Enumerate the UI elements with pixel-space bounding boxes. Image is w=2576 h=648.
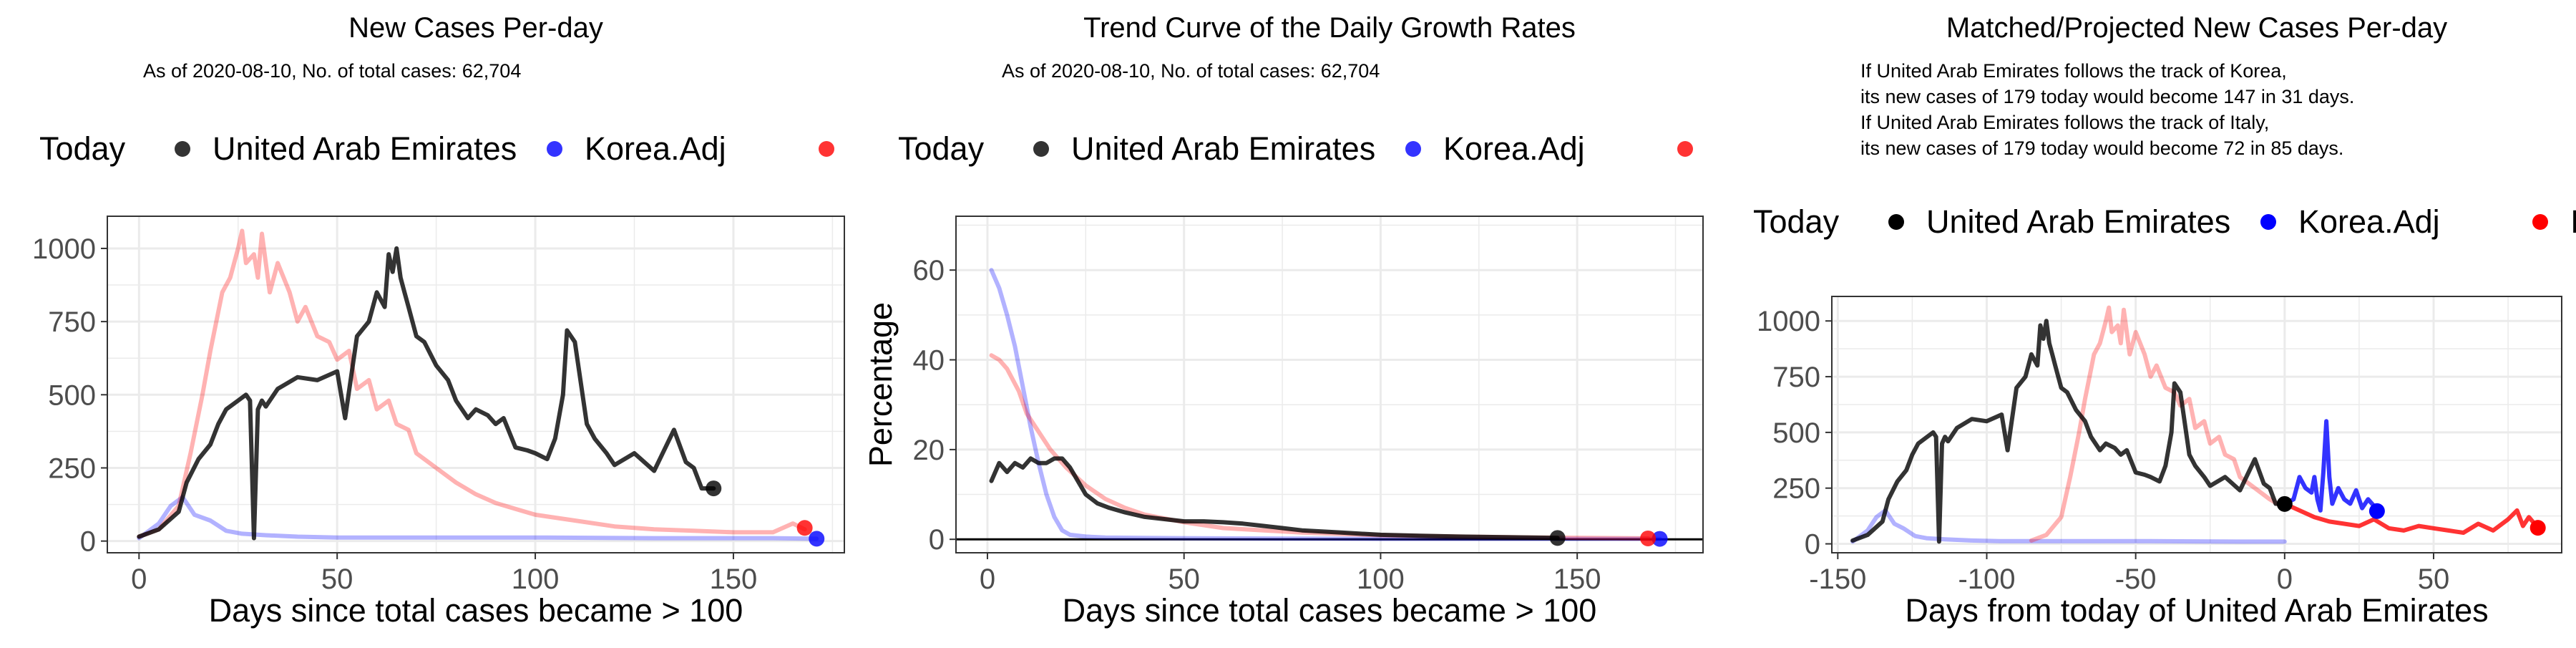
- today-point-korea-adj: [809, 531, 825, 547]
- x-tick-label: 0: [980, 564, 995, 595]
- x-tick-label: -100: [1958, 564, 2015, 595]
- plot-background: [107, 216, 844, 553]
- x-tick-label: 100: [512, 564, 560, 595]
- x-tick-label: -50: [2115, 564, 2157, 595]
- chart-legend: Today United Arab Emirates Korea.Adj Italy: [898, 130, 1717, 167]
- x-tick-label: 50: [1168, 564, 1200, 595]
- legend-title: Today: [898, 130, 985, 167]
- chart-panel-growth-rates: Trend Curve of the Daily Growth Rates As …: [859, 0, 1717, 644]
- plot-border: [107, 216, 845, 553]
- today-point-united-arab-emirates: [2276, 495, 2293, 512]
- x-axis-label: Days since total cases became > 100: [1063, 592, 1597, 629]
- y-tick-label: 40: [913, 345, 945, 377]
- y-tick-label: 500: [1772, 417, 1820, 449]
- chart-panel-projected: Matched/Projected New Cases Per-day If Un…: [1717, 0, 2576, 644]
- today-point-italy: [1640, 530, 1657, 546]
- series-line-italy-matched: [2029, 305, 2287, 543]
- x-tick-label: 0: [2277, 564, 2293, 595]
- x-tick-label: 0: [131, 564, 147, 595]
- chart-matched-projected: Matched/Projected New Cases Per-day If Un…: [1753, 12, 2576, 629]
- x-axis-label: Days from today of United Arab Emirates: [1905, 592, 2488, 629]
- plot-border: [955, 216, 1704, 553]
- y-axis-label: Percentage: [862, 302, 899, 467]
- legend-key-italy: [2532, 214, 2548, 230]
- annotation-line: its new cases of 179 today would become …: [1860, 86, 2354, 107]
- today-point-korea-adj: [2368, 503, 2385, 519]
- annotation-line: its new cases of 179 today would become …: [1860, 137, 2343, 159]
- annotation-line: If United Arab Emirates follows the trac…: [1860, 112, 2269, 133]
- legend-title: Today: [1753, 203, 1840, 240]
- plot-background: [1832, 296, 2562, 553]
- y-tick-label: 0: [1805, 529, 1820, 561]
- today-point-italy: [2529, 520, 2546, 536]
- chart-subtitle: As of 2020-08-10, No. of total cases: 62…: [143, 60, 521, 82]
- today-point-italy: [796, 520, 813, 536]
- legend-label-united-arab-emirates: United Arab Emirates: [1071, 130, 1375, 167]
- chart-legend: Today United Arab Emirates Korea.Adj Italy: [1753, 203, 2576, 240]
- chart-title: Matched/Projected New Cases Per-day: [1946, 12, 2447, 44]
- today-point-united-arab-emirates: [706, 480, 722, 497]
- grid-lines: [107, 216, 844, 553]
- y-tick-label: 250: [48, 453, 96, 484]
- chart-new-cases-per-day: New Cases Per-day As of 2020-08-10, No. o…: [32, 12, 859, 629]
- legend-label-united-arab-emirates: United Arab Emirates: [1926, 203, 2230, 240]
- series-group: [1850, 305, 2540, 544]
- legend-label-united-arab-emirates: United Arab Emirates: [213, 130, 517, 167]
- plot-background: [956, 216, 1703, 553]
- legend-key-italy: [819, 141, 834, 157]
- chart-trend-growth-rates: Trend Curve of the Daily Growth Rates As …: [862, 12, 1717, 629]
- today-point-united-arab-emirates: [1549, 530, 1566, 546]
- annotation-line: If United Arab Emirates follows the trac…: [1860, 60, 2287, 82]
- y-tick-label: 250: [1772, 473, 1820, 505]
- x-tick-label: 50: [2418, 564, 2450, 595]
- series-line-italy: [137, 228, 807, 539]
- y-tick-label: 750: [1772, 362, 1820, 393]
- legend-key-italy: [1677, 141, 1693, 157]
- legend-title: Today: [39, 130, 126, 167]
- today-point-korea-adj: [1652, 531, 1668, 547]
- plot-border: [1831, 296, 2562, 553]
- y-tick-label: 0: [80, 526, 96, 558]
- legend-key-korea-adj: [1405, 141, 1421, 157]
- x-tick-label: 50: [321, 564, 353, 595]
- series-line-korea-adj-projected: [2282, 419, 2379, 513]
- series-line-korea-adj: [989, 268, 1662, 541]
- chart-subtitle: As of 2020-08-10, No. of total cases: 62…: [1002, 60, 1380, 82]
- y-tick-label: 0: [929, 524, 945, 556]
- series-line-korea-adj-matched: [1850, 508, 2287, 544]
- x-tick-label: 100: [1357, 564, 1405, 595]
- series-line-united-arab-emirates: [1850, 319, 2287, 544]
- y-tick-label: 20: [913, 435, 945, 466]
- legend-label-korea-adj: Korea.Adj: [2298, 203, 2440, 240]
- chart-legend: Today United Arab Emirates Korea.Adj Italy: [39, 130, 859, 167]
- series-line-united-arab-emirates: [989, 456, 1560, 541]
- legend-key-united-arab-emirates: [1888, 214, 1904, 230]
- legend-key-korea-adj: [2260, 214, 2276, 230]
- series-line-united-arab-emirates: [137, 246, 716, 541]
- legend-label-korea-adj: Korea.Adj: [1443, 130, 1585, 167]
- x-tick-label: -150: [1809, 564, 1866, 595]
- series-group: [137, 228, 819, 541]
- y-tick-label: 60: [913, 255, 945, 286]
- y-tick-label: 1000: [1757, 306, 1820, 337]
- legend-key-united-arab-emirates: [1033, 141, 1049, 157]
- chart-title: Trend Curve of the Daily Growth Rates: [1083, 12, 1576, 44]
- legend-label-italy: Italy: [2570, 203, 2576, 240]
- x-tick-label: 150: [1553, 564, 1601, 595]
- legend-label-italy: Italy: [857, 130, 859, 167]
- chart-title: New Cases Per-day: [348, 12, 603, 44]
- x-tick-label: 150: [710, 564, 758, 595]
- x-axis-label: Days since total cases became > 100: [209, 592, 743, 629]
- legend-key-korea-adj: [547, 141, 562, 157]
- legend-label-korea-adj: Korea.Adj: [585, 130, 726, 167]
- y-tick-label: 500: [48, 379, 96, 411]
- chart-panel-new-cases: New Cases Per-day As of 2020-08-10, No. o…: [0, 0, 859, 644]
- series-group: [989, 268, 1662, 541]
- legend-label-italy: Italy: [1715, 130, 1717, 167]
- legend-key-united-arab-emirates: [175, 141, 190, 157]
- y-tick-label: 1000: [32, 233, 96, 265]
- series-line-italy-projected: [2282, 501, 2540, 535]
- y-tick-label: 750: [48, 306, 96, 338]
